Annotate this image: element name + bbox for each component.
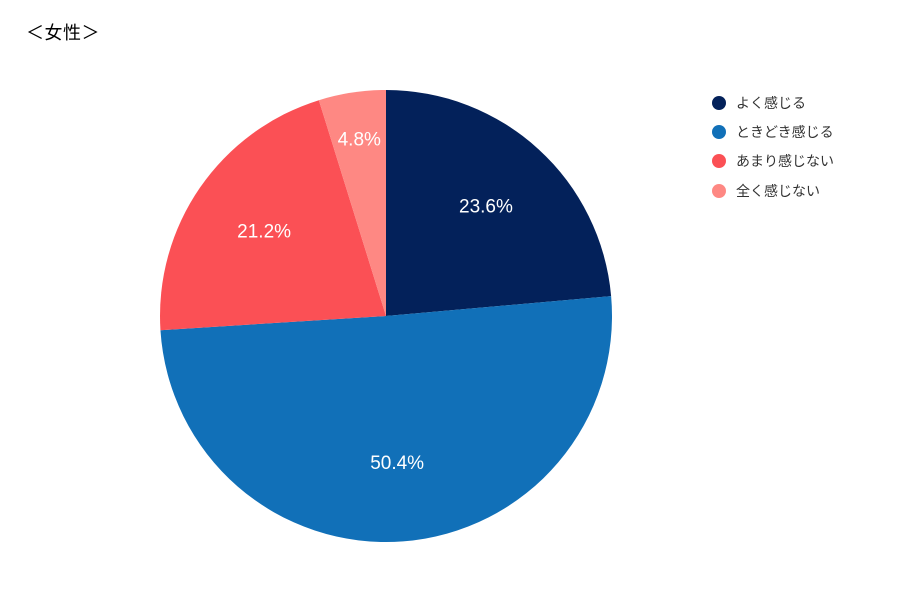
legend-label: あまり感じない bbox=[736, 154, 834, 171]
slice-mattaku-kanjinai bbox=[318, 90, 386, 316]
legend-swatch bbox=[712, 95, 726, 110]
slice-amari-kanjinai bbox=[160, 100, 386, 331]
legend-item-yoku-kanjiru: よく感じる bbox=[712, 88, 834, 117]
legend-label: よく感じる bbox=[736, 95, 806, 112]
legend-label: 全く感じない bbox=[736, 183, 820, 200]
legend-swatch bbox=[712, 183, 726, 198]
legend-item-amari-kanjinai: あまり感じない bbox=[712, 147, 834, 176]
slice-data-label: 50.4% bbox=[370, 453, 424, 474]
legend-swatch bbox=[712, 154, 726, 169]
legend-item-tokidoki-kanjiru: ときどき感じる bbox=[712, 117, 834, 146]
legend-swatch bbox=[712, 124, 726, 139]
legend-item-mattaku-kanjinai: 全く感じない bbox=[712, 176, 834, 205]
pie-data-labels: 23.6% 50.4% 21.2% 4.8% bbox=[237, 130, 513, 475]
legend: よく感じる ときどき感じる あまり感じない 全く感じない bbox=[712, 88, 834, 205]
pie-slices bbox=[160, 90, 613, 543]
page-title: ＜女性＞ bbox=[26, 23, 100, 44]
slice-tokidoki-kanjiru bbox=[160, 296, 613, 543]
slice-data-label: 21.2% bbox=[237, 222, 291, 243]
slice-data-label: 23.6% bbox=[459, 196, 513, 217]
slice-yoku-kanjiru bbox=[386, 90, 612, 316]
legend-label: ときどき感じる bbox=[736, 124, 834, 141]
slice-data-label: 4.8% bbox=[338, 130, 381, 151]
